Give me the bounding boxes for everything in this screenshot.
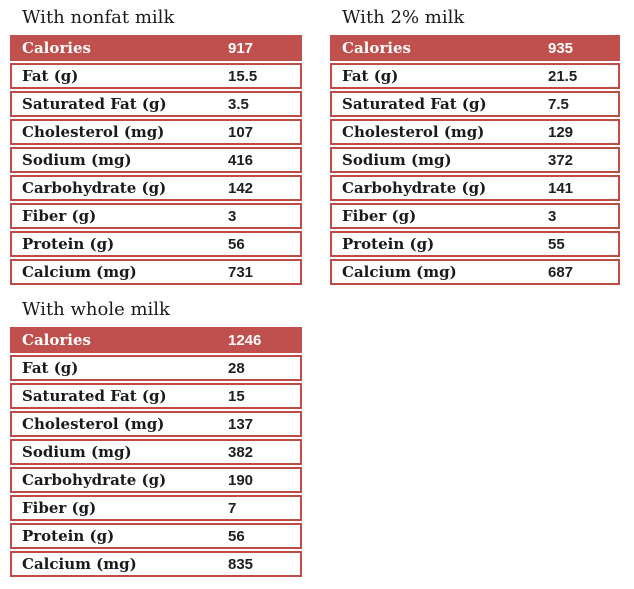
row-label: Protein (g) [22,235,115,253]
table-row-fat: Fat (g) 28 [10,355,302,381]
row-value: 15.5 [228,67,258,85]
row-label: Cholesterol (mg) [22,415,165,433]
row-value: 382 [228,443,254,461]
table-header-row: Calories 917 [10,35,302,61]
row-label: Fiber (g) [22,207,97,225]
header-value: 1246 [228,331,262,349]
row-value: 835 [228,555,254,573]
table-block-2pct-milk: With 2% milk Calories 935 Fat (g) 21.5 S… [330,7,620,285]
table-block-nonfat-milk: With nonfat milk Calories 917 Fat (g) 15… [10,7,302,285]
row-label: Saturated Fat (g) [22,387,167,405]
table-row-fiber: Fiber (g) 7 [10,495,302,521]
row-label: Sodium (mg) [342,151,452,169]
table-row-protein: Protein (g) 55 [330,231,620,257]
table-row-cholesterol: Cholesterol (mg) 137 [10,411,302,437]
table-row-fat: Fat (g) 21.5 [330,63,620,89]
table-row-sodium: Sodium (mg) 382 [10,439,302,465]
row-value: 3.5 [228,95,249,113]
row-value: 731 [228,263,254,281]
header-label: Calories [342,39,411,57]
table-row-saturated-fat: Saturated Fat (g) 3.5 [10,91,302,117]
table-row-fat: Fat (g) 15.5 [10,63,302,89]
row-label: Fat (g) [22,67,79,85]
row-value: 56 [228,527,245,545]
row-label: Carbohydrate (g) [342,179,487,197]
table-row-sodium: Sodium (mg) 416 [10,147,302,173]
row-label: Saturated Fat (g) [22,95,167,113]
row-label: Fiber (g) [22,499,97,517]
row-value: 15 [228,387,245,405]
row-value: 55 [548,235,565,253]
table-row-carbohydrate: Carbohydrate (g) 142 [10,175,302,201]
table-title-2pct-milk: With 2% milk [342,7,465,28]
row-label: Calcium (mg) [342,263,457,281]
row-label: Sodium (mg) [22,151,132,169]
row-label: Carbohydrate (g) [22,179,167,197]
row-value: 687 [548,263,574,281]
table-row-saturated-fat: Saturated Fat (g) 15 [10,383,302,409]
row-value: 129 [548,123,574,141]
row-value: 141 [548,179,574,197]
row-value: 56 [228,235,245,253]
table-row-calcium: Calcium (mg) 687 [330,259,620,285]
row-value: 137 [228,415,254,433]
row-label: Sodium (mg) [22,443,132,461]
row-label: Fiber (g) [342,207,417,225]
row-value: 28 [228,359,245,377]
table-header-row: Calories 1246 [10,327,302,353]
row-value: 7.5 [548,95,569,113]
table-row-calcium: Calcium (mg) 731 [10,259,302,285]
row-label: Calcium (mg) [22,555,137,573]
header-value: 935 [548,39,574,57]
row-value: 21.5 [548,67,578,85]
table-row-protein: Protein (g) 56 [10,523,302,549]
nutrition-table-nonfat-milk: Calories 917 Fat (g) 15.5 Saturated Fat … [10,35,302,285]
table-header-row: Calories 935 [330,35,620,61]
row-label: Cholesterol (mg) [22,123,165,141]
table-title-whole-milk: With whole milk [22,299,170,320]
row-label: Protein (g) [342,235,435,253]
table-row-cholesterol: Cholesterol (mg) 129 [330,119,620,145]
header-label: Calories [22,39,91,57]
row-label: Fat (g) [342,67,399,85]
nutrition-table-whole-milk: Calories 1246 Fat (g) 28 Saturated Fat (… [10,327,302,577]
header-label: Calories [22,331,91,349]
row-label: Saturated Fat (g) [342,95,487,113]
table-row-protein: Protein (g) 56 [10,231,302,257]
header-value: 917 [228,39,254,57]
row-label: Protein (g) [22,527,115,545]
row-label: Calcium (mg) [22,263,137,281]
row-value: 107 [228,123,254,141]
table-row-saturated-fat: Saturated Fat (g) 7.5 [330,91,620,117]
row-value: 7 [228,499,237,517]
row-label: Cholesterol (mg) [342,123,485,141]
table-row-carbohydrate: Carbohydrate (g) 190 [10,467,302,493]
row-value: 372 [548,151,574,169]
row-label: Carbohydrate (g) [22,471,167,489]
row-value: 3 [228,207,237,225]
row-value: 416 [228,151,254,169]
nutrition-table-2pct-milk: Calories 935 Fat (g) 21.5 Saturated Fat … [330,35,620,285]
table-row-cholesterol: Cholesterol (mg) 107 [10,119,302,145]
table-row-calcium: Calcium (mg) 835 [10,551,302,577]
row-value: 142 [228,179,254,197]
table-title-nonfat-milk: With nonfat milk [22,7,175,28]
row-label: Fat (g) [22,359,79,377]
row-value: 190 [228,471,254,489]
table-row-sodium: Sodium (mg) 372 [330,147,620,173]
table-row-carbohydrate: Carbohydrate (g) 141 [330,175,620,201]
table-row-fiber: Fiber (g) 3 [10,203,302,229]
table-block-whole-milk: With whole milk Calories 1246 Fat (g) 28… [10,299,302,577]
row-value: 3 [548,207,557,225]
table-row-fiber: Fiber (g) 3 [330,203,620,229]
